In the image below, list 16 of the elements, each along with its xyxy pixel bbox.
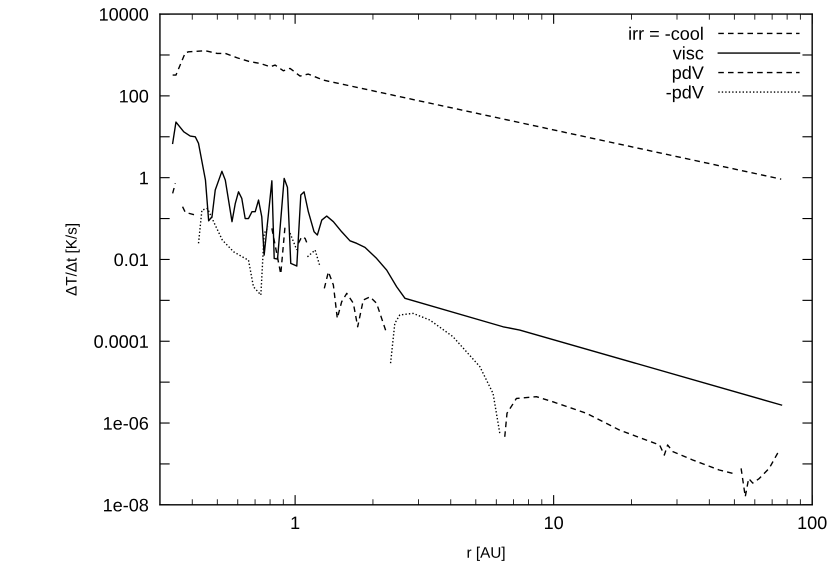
legend-label: pdV	[672, 66, 704, 83]
y-tick-label: 0.01	[114, 253, 148, 266]
y-tick-label: 1e-08	[104, 498, 148, 512]
x-tick-label: 10	[544, 516, 563, 530]
x-axis-title: r [AU]	[468, 546, 504, 561]
y-tick-label: 1e-06	[104, 416, 148, 430]
x-tick-label: 100	[798, 516, 827, 530]
legend-label: visc	[672, 46, 704, 60]
legend-label: irr = -cool	[629, 26, 703, 40]
y-tick-label: 100	[120, 90, 148, 103]
y-axis-title: ΔT/Δt [K/s]	[65, 224, 80, 296]
y-tick-label: 10000	[100, 8, 148, 21]
y-tick-label: 1	[140, 172, 148, 184]
legend-label: -pdV	[666, 85, 704, 102]
y-tick-label: 0.0001	[94, 335, 148, 348]
x-tick-label: 1	[291, 516, 300, 530]
